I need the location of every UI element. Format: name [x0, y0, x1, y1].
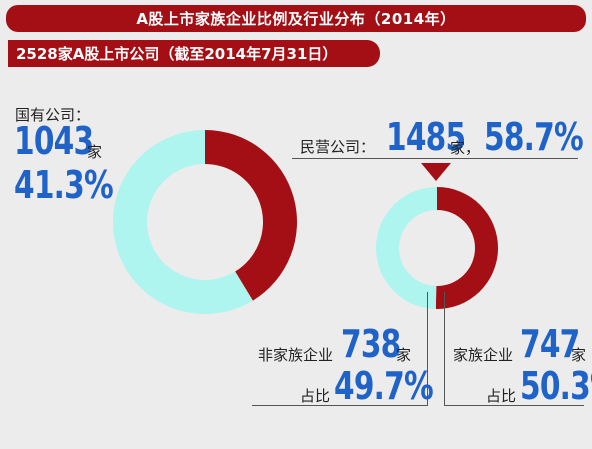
family-label: 家族企业 — [453, 346, 514, 364]
state-owned-unit: 家 — [87, 143, 103, 161]
state-owned-count: 1043 — [14, 119, 94, 163]
non-family-percent: 49.7% — [334, 364, 434, 408]
private-underline — [292, 158, 578, 159]
private-unit: 家， — [450, 139, 481, 157]
state-owned-percent: 41.3% — [14, 163, 114, 207]
state-vs-private-donut — [113, 130, 298, 315]
family-vs-nonfamily-donut — [376, 187, 499, 309]
family-share-label: 占比 — [486, 387, 517, 405]
page-title: A股上市家族企业比例及行业分布（2014年） — [136, 10, 456, 28]
slice-family — [435, 187, 499, 309]
title-banner: A股上市家族企业比例及行业分布（2014年） — [6, 5, 586, 32]
slice-private — [113, 130, 253, 315]
family-underline — [444, 405, 584, 406]
pointer-triangle-icon — [421, 163, 451, 181]
slice-non-family — [376, 187, 437, 309]
state-owned-label: 国有公司： — [15, 106, 91, 124]
private-count: 1485 — [386, 115, 466, 159]
non-family-share-label: 占比 — [300, 387, 331, 405]
non-family-label: 非家族企业 — [258, 346, 334, 364]
slice-state-owned — [205, 130, 298, 301]
non-family-count: 738 — [341, 322, 401, 366]
family-unit: 家 — [571, 346, 587, 364]
private-percent: 58.7% — [484, 115, 584, 159]
non-family-unit: 家 — [396, 346, 412, 364]
family-leader-line — [444, 292, 445, 406]
non-family-underline — [252, 405, 428, 406]
private-label: 民营公司： — [300, 138, 376, 156]
family-count: 747 — [520, 322, 580, 366]
page-subtitle: 2528家A股上市公司（截至2014年7月31日） — [16, 45, 338, 63]
non-family-leader-line — [427, 292, 428, 406]
family-percent: 50.3% — [520, 364, 592, 408]
subtitle-bar: 2528家A股上市公司（截至2014年7月31日） — [8, 40, 380, 67]
